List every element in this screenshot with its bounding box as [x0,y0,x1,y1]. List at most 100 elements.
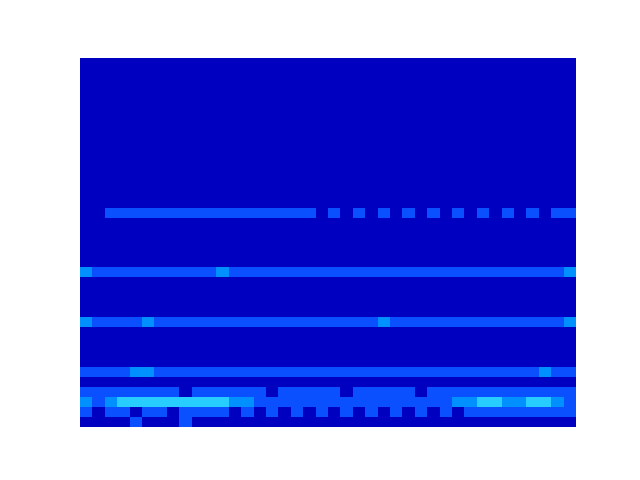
cell [278,218,291,229]
cell [316,287,329,298]
cell [440,188,453,199]
cell [378,317,391,328]
cell [477,347,490,358]
cell [266,108,279,119]
cell [303,158,316,169]
cell [365,267,378,278]
cell [303,78,316,89]
cell [489,178,502,189]
cell [489,397,502,408]
cell [440,267,453,278]
cell [291,178,304,189]
cell [167,267,180,278]
cell [564,88,576,99]
cell [229,317,242,328]
cell [464,417,477,427]
cell [526,317,539,328]
cell [278,208,291,219]
cell [452,367,465,378]
cell [452,158,465,169]
cell [551,267,564,278]
cell [92,277,105,288]
cell [229,208,242,219]
cell [278,397,291,408]
cell [328,138,341,149]
cell [303,367,316,378]
cell [464,238,477,249]
cell [440,88,453,99]
cell [514,327,527,338]
cell [105,118,118,129]
cell [564,68,576,79]
cell [378,198,391,209]
cell [353,327,366,338]
cell [179,228,192,239]
cell [80,287,93,298]
cell [92,238,105,249]
cell [117,158,130,169]
cell [477,247,490,258]
cell [353,88,366,99]
cell [92,287,105,298]
cell [316,337,329,348]
cell [551,88,564,99]
cell [80,118,93,129]
cell [278,128,291,139]
cell [229,168,242,179]
cell [204,297,217,308]
cell [390,277,403,288]
cell [105,198,118,209]
cell [477,218,490,229]
cell [353,417,366,427]
cell [502,357,515,368]
cell [452,188,465,199]
cell [452,58,465,69]
cell [241,417,254,427]
cell [254,377,267,388]
cell [266,208,279,219]
cell [477,68,490,79]
cell [241,317,254,328]
cell [92,58,105,69]
cell [390,357,403,368]
cell [105,218,118,229]
cell [328,108,341,119]
cell [316,407,329,418]
cell [229,128,242,139]
cell [464,247,477,258]
cell [179,257,192,268]
cell [340,178,353,189]
cell [117,178,130,189]
cell [179,407,192,418]
cell [192,168,205,179]
cell [551,128,564,139]
cell [539,148,552,159]
cell [415,158,428,169]
cell [440,407,453,418]
cell [340,228,353,239]
cell [427,148,440,159]
cell [266,297,279,308]
cell [365,138,378,149]
cell [241,108,254,119]
cell [564,128,576,139]
cell [539,367,552,378]
cell [117,138,130,149]
cell [452,68,465,79]
cell [365,307,378,318]
cell [154,118,167,129]
cell [229,267,242,278]
cell [464,168,477,179]
cell [353,148,366,159]
cell [291,78,304,89]
cell [130,387,143,398]
cell [328,218,341,229]
cell [291,218,304,229]
cell [316,327,329,338]
cell [477,287,490,298]
cell [130,68,143,79]
cell [551,397,564,408]
cell [415,267,428,278]
cell [427,138,440,149]
cell [489,228,502,239]
